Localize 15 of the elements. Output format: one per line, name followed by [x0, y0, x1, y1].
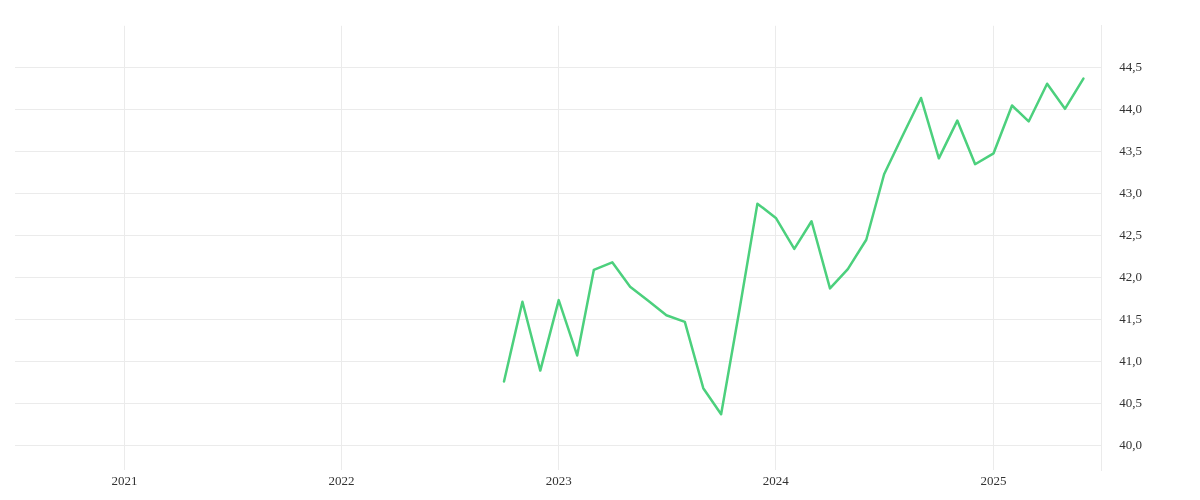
y-tick-label: 43,5: [1119, 143, 1142, 159]
y-tick-label: 43,0: [1119, 185, 1142, 200]
y-tick-label: 44,5: [1119, 59, 1142, 75]
x-tick-label: 2024: [762, 472, 790, 488]
y-tick-label: 42,0: [1119, 268, 1142, 284]
x-tick-label: 2022: [328, 472, 355, 488]
y-tick-label: 41,0: [1119, 352, 1142, 368]
x-tick-label: 2025: [980, 472, 1007, 488]
x-tick-label: 2023: [545, 472, 572, 488]
x-tick-label: 2021: [111, 472, 138, 488]
y-tick-label: 40,0: [1119, 436, 1142, 452]
y-tick-label: 41,5: [1119, 310, 1142, 326]
y-tick-label: 44,0: [1119, 101, 1142, 117]
y-tick-label: 40,5: [1119, 394, 1142, 410]
y-tick-label: 42,5: [1119, 226, 1142, 242]
